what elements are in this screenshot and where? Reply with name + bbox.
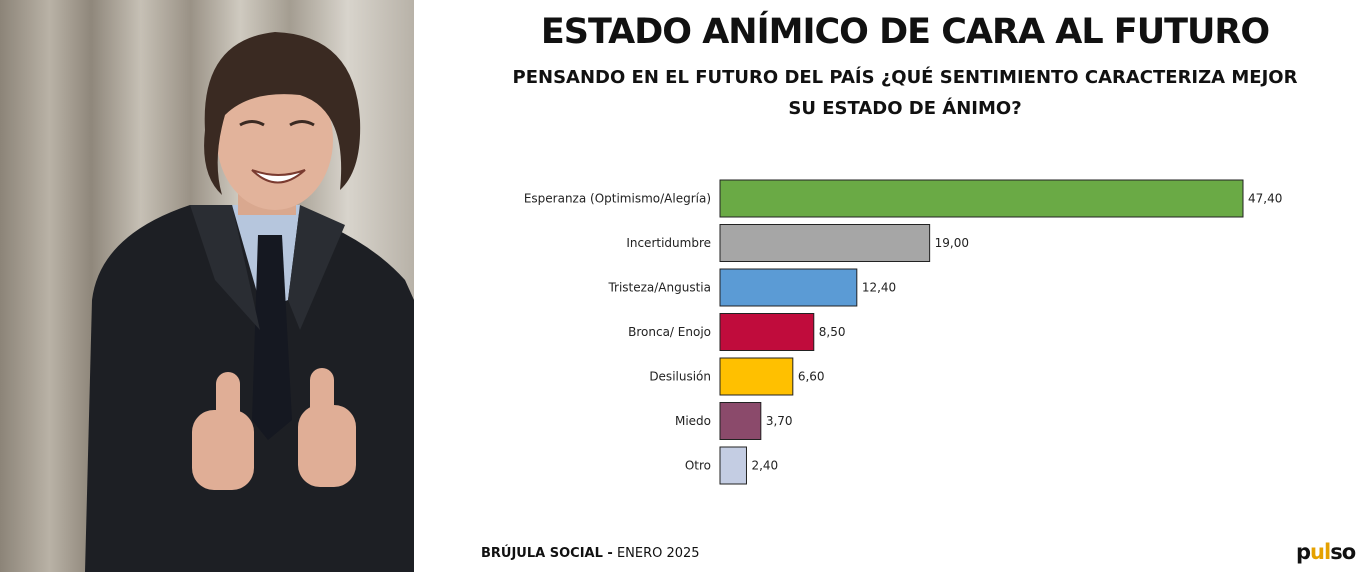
source-name: BRÚJULA SOCIAL - — [481, 546, 613, 561]
category-label-otro: Otro — [685, 459, 711, 473]
category-label-tristeza-angustia: Tristeza/Angustia — [607, 281, 711, 295]
value-label-tristeza-angustia: 12,40 — [862, 281, 896, 295]
category-label-incertidumbre: Incertidumbre — [626, 236, 711, 250]
logo-pulse: ul — [1310, 540, 1331, 564]
logo-part-b: so — [1330, 540, 1356, 564]
value-label-miedo: 3,70 — [766, 414, 793, 428]
subtitle-line-2: SU ESTADO DE ÁNIMO? — [788, 98, 1022, 119]
category-label-esperanza-optimismo-alegria: Esperanza (Optimismo/Alegría) — [524, 192, 711, 206]
chart-subtitle: PENSANDO EN EL FUTURO DEL PAÍS ¿QUÉ SENT… — [505, 62, 1305, 124]
category-label-miedo: Miedo — [675, 414, 711, 428]
value-label-incertidumbre: 19,00 — [935, 236, 969, 250]
chart-title: ESTADO ANÍMICO DE CARA AL FUTURO — [540, 12, 1270, 52]
bar-miedo — [719, 402, 762, 440]
bar-bronca-enojo — [719, 313, 815, 351]
value-label-otro: 2,40 — [751, 459, 778, 473]
category-label-bronca-enojo: Bronca/ Enojo — [628, 325, 711, 339]
bar-desilusion — [719, 357, 794, 396]
subtitle-line-1: PENSANDO EN EL FUTURO DEL PAÍS ¿QUÉ SENT… — [512, 67, 1298, 88]
source-footer: BRÚJULA SOCIAL - ENERO 2025 — [481, 546, 700, 561]
value-label-desilusion: 6,60 — [798, 370, 825, 384]
value-label-esperanza-optimismo-alegria: 47,40 — [1248, 192, 1282, 206]
source-date: ENERO 2025 — [616, 546, 700, 561]
pulso-logo: pulso — [1296, 540, 1356, 564]
bar-esperanza-optimismo-alegria — [719, 179, 1244, 218]
person-photo — [0, 0, 414, 572]
logo-part-a: p — [1296, 540, 1311, 564]
category-label-desilusion: Desilusión — [649, 370, 711, 384]
value-label-bronca-enojo: 8,50 — [819, 325, 846, 339]
bar-chart: Esperanza (Optimismo/Alegría) 47,40 Incert… — [524, 179, 1282, 485]
bar-tristeza-angustia — [719, 268, 858, 307]
bar-incertidumbre — [719, 224, 931, 262]
bar-otro — [719, 446, 747, 485]
